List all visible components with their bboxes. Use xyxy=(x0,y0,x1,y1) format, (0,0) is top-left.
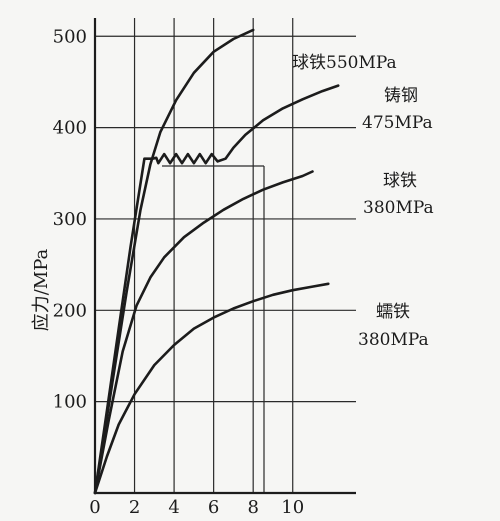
y-tick-label: 300 xyxy=(53,209,87,230)
series-label-ductile-550: 球铁550MPa xyxy=(292,53,397,73)
series-line-0 xyxy=(93,28,255,495)
series-label-vermicular-line2: 380MPa xyxy=(358,330,429,350)
x-tick-label: 10 xyxy=(281,497,304,518)
x-tick-label: 8 xyxy=(247,497,258,518)
x-tick-label: 4 xyxy=(168,497,179,518)
y-tick-label: 200 xyxy=(53,300,87,321)
tick-labels: 0 2 4 6 8 10 100 200 300 400 500 xyxy=(53,26,305,518)
axes xyxy=(93,18,356,495)
series-line-1 xyxy=(93,84,340,495)
series-line-3 xyxy=(93,282,330,495)
y-tick-label: 100 xyxy=(53,392,87,413)
y-tick-label: 500 xyxy=(53,26,87,47)
series-label-vermicular-line1: 蠕铁 xyxy=(376,302,410,322)
grid xyxy=(95,18,356,493)
series-label-ductile-380-line2: 380MPa xyxy=(363,198,434,218)
x-tick-label: 6 xyxy=(208,497,219,518)
series-line-2 xyxy=(93,170,314,495)
y-axis-label: 应力/MPa xyxy=(31,248,52,331)
series-label-cast-steel-line2: 475MPa xyxy=(362,113,433,133)
series-label-cast-steel-line1: 铸钢 xyxy=(384,86,418,106)
x-tick-label: 2 xyxy=(129,497,140,518)
curves xyxy=(93,28,340,495)
reference-lines xyxy=(162,165,265,493)
series-label-ductile-380-line1: 球铁 xyxy=(383,171,417,191)
y-tick-label: 400 xyxy=(53,118,87,139)
x-tick-label: 0 xyxy=(89,497,100,518)
